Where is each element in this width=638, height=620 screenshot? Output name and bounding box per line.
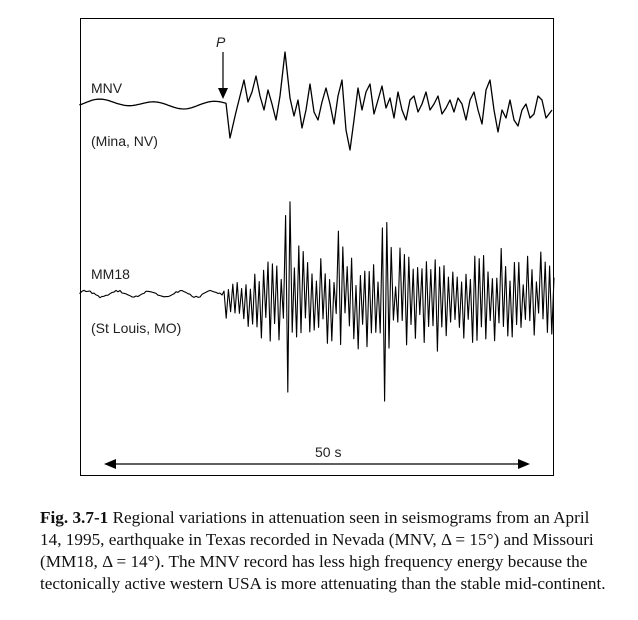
time-scale-bar (104, 459, 530, 469)
mnv-location-label: (Mina, NV) (91, 133, 158, 149)
caption-text: Regional variations in attenuation seen … (40, 508, 606, 593)
seismogram-plot (79, 51, 555, 469)
p-arrival-arrow (218, 52, 228, 99)
p-arrival-label: P (216, 34, 226, 50)
figure-number: Fig. 3.7-1 (40, 508, 109, 527)
time-scale-label: 50 s (315, 444, 342, 460)
mm18-location-label: (St Louis, MO) (91, 320, 182, 336)
figure-frame (80, 18, 554, 476)
mnv-station-label: MNV (91, 80, 123, 96)
mm18-station-label: MM18 (91, 266, 130, 282)
mm18-seismogram-trace (79, 201, 555, 402)
mnv-seismogram-trace (79, 51, 553, 151)
figure-caption: Fig. 3.7-1 Regional variations in attenu… (40, 507, 610, 595)
